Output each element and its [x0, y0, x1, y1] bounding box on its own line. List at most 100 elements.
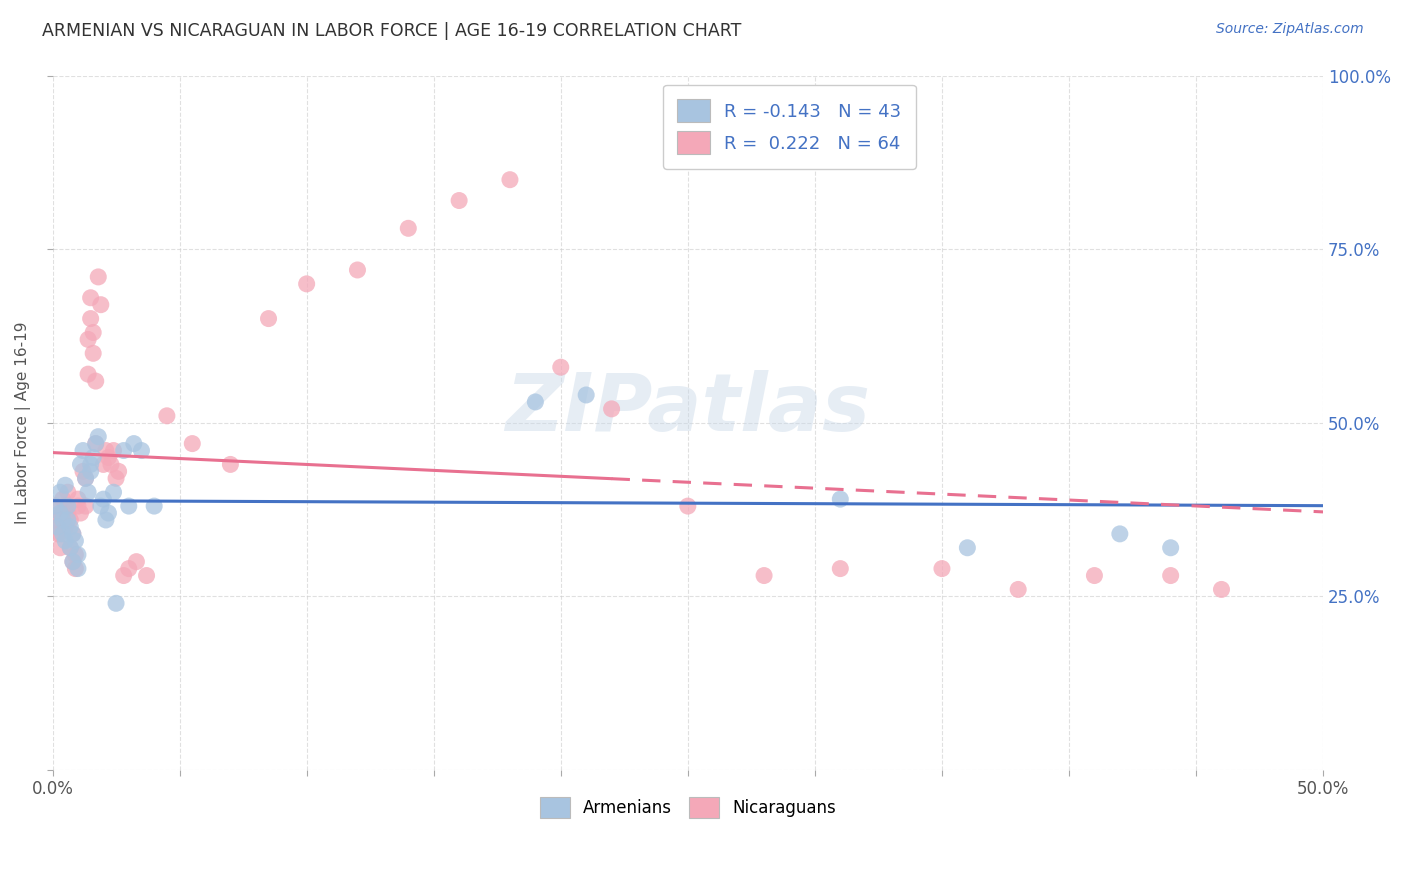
Point — [94, 443, 117, 458]
Text: ZIPatlas: ZIPatlas — [505, 370, 870, 448]
Point — [79, 291, 101, 305]
Point — [62, 555, 84, 569]
Point — [93, 458, 115, 472]
Point — [62, 527, 84, 541]
Point — [1007, 582, 1029, 597]
Point — [56, 513, 79, 527]
Point — [1083, 568, 1105, 582]
Point — [75, 471, 97, 485]
Point — [46, 513, 69, 527]
Point — [46, 520, 69, 534]
Point — [49, 506, 72, 520]
Point — [65, 548, 87, 562]
Point — [53, 499, 76, 513]
Point — [79, 458, 101, 472]
Point — [93, 492, 115, 507]
Point — [66, 561, 89, 575]
Point — [396, 221, 419, 235]
Point — [1211, 582, 1233, 597]
Point — [1160, 568, 1182, 582]
Point — [830, 492, 852, 507]
Point — [90, 298, 112, 312]
Point — [69, 458, 91, 472]
Point — [600, 401, 623, 416]
Point — [122, 436, 145, 450]
Point — [56, 506, 79, 520]
Legend: Armenians, Nicaraguans: Armenians, Nicaraguans — [533, 790, 842, 824]
Point — [118, 499, 141, 513]
Point — [59, 513, 82, 527]
Point — [90, 499, 112, 513]
Point — [125, 555, 148, 569]
Point — [53, 478, 76, 492]
Point — [79, 464, 101, 478]
Point — [219, 458, 242, 472]
Point — [97, 506, 120, 520]
Point — [62, 555, 84, 569]
Point — [52, 492, 75, 507]
Point — [66, 499, 89, 513]
Point — [53, 533, 76, 548]
Point — [931, 561, 953, 575]
Point — [143, 499, 166, 513]
Point — [87, 269, 110, 284]
Point — [131, 443, 153, 458]
Point — [84, 436, 107, 450]
Point — [575, 388, 598, 402]
Point — [135, 568, 157, 582]
Point — [752, 568, 775, 582]
Point — [156, 409, 179, 423]
Point — [77, 485, 100, 500]
Point — [65, 561, 87, 575]
Point — [82, 450, 104, 465]
Point — [105, 471, 128, 485]
Point — [97, 450, 120, 465]
Point — [52, 506, 75, 520]
Point — [44, 499, 66, 513]
Point — [59, 520, 82, 534]
Point — [77, 367, 100, 381]
Point — [100, 458, 122, 472]
Point — [69, 506, 91, 520]
Point — [257, 311, 280, 326]
Point — [56, 485, 79, 500]
Point — [66, 492, 89, 507]
Point — [94, 513, 117, 527]
Point — [1160, 541, 1182, 555]
Point — [956, 541, 979, 555]
Point — [524, 395, 547, 409]
Point — [46, 527, 69, 541]
Point — [84, 436, 107, 450]
Point — [103, 485, 125, 500]
Point — [52, 513, 75, 527]
Point — [53, 520, 76, 534]
Point — [181, 436, 204, 450]
Point — [59, 541, 82, 555]
Point — [1108, 527, 1130, 541]
Point — [82, 326, 104, 340]
Point — [49, 527, 72, 541]
Point — [75, 499, 97, 513]
Point — [550, 360, 572, 375]
Point — [499, 172, 522, 186]
Point — [44, 499, 66, 513]
Point — [49, 485, 72, 500]
Point — [830, 561, 852, 575]
Y-axis label: In Labor Force | Age 16-19: In Labor Force | Age 16-19 — [15, 321, 31, 524]
Point — [56, 499, 79, 513]
Point — [49, 541, 72, 555]
Point — [112, 443, 135, 458]
Point — [75, 471, 97, 485]
Point — [346, 263, 368, 277]
Point — [105, 596, 128, 610]
Point — [103, 443, 125, 458]
Point — [107, 464, 129, 478]
Point — [295, 277, 318, 291]
Point — [62, 527, 84, 541]
Point — [449, 194, 471, 208]
Text: Source: ZipAtlas.com: Source: ZipAtlas.com — [1216, 22, 1364, 37]
Point — [59, 541, 82, 555]
Point — [65, 533, 87, 548]
Point — [72, 464, 94, 478]
Point — [87, 430, 110, 444]
